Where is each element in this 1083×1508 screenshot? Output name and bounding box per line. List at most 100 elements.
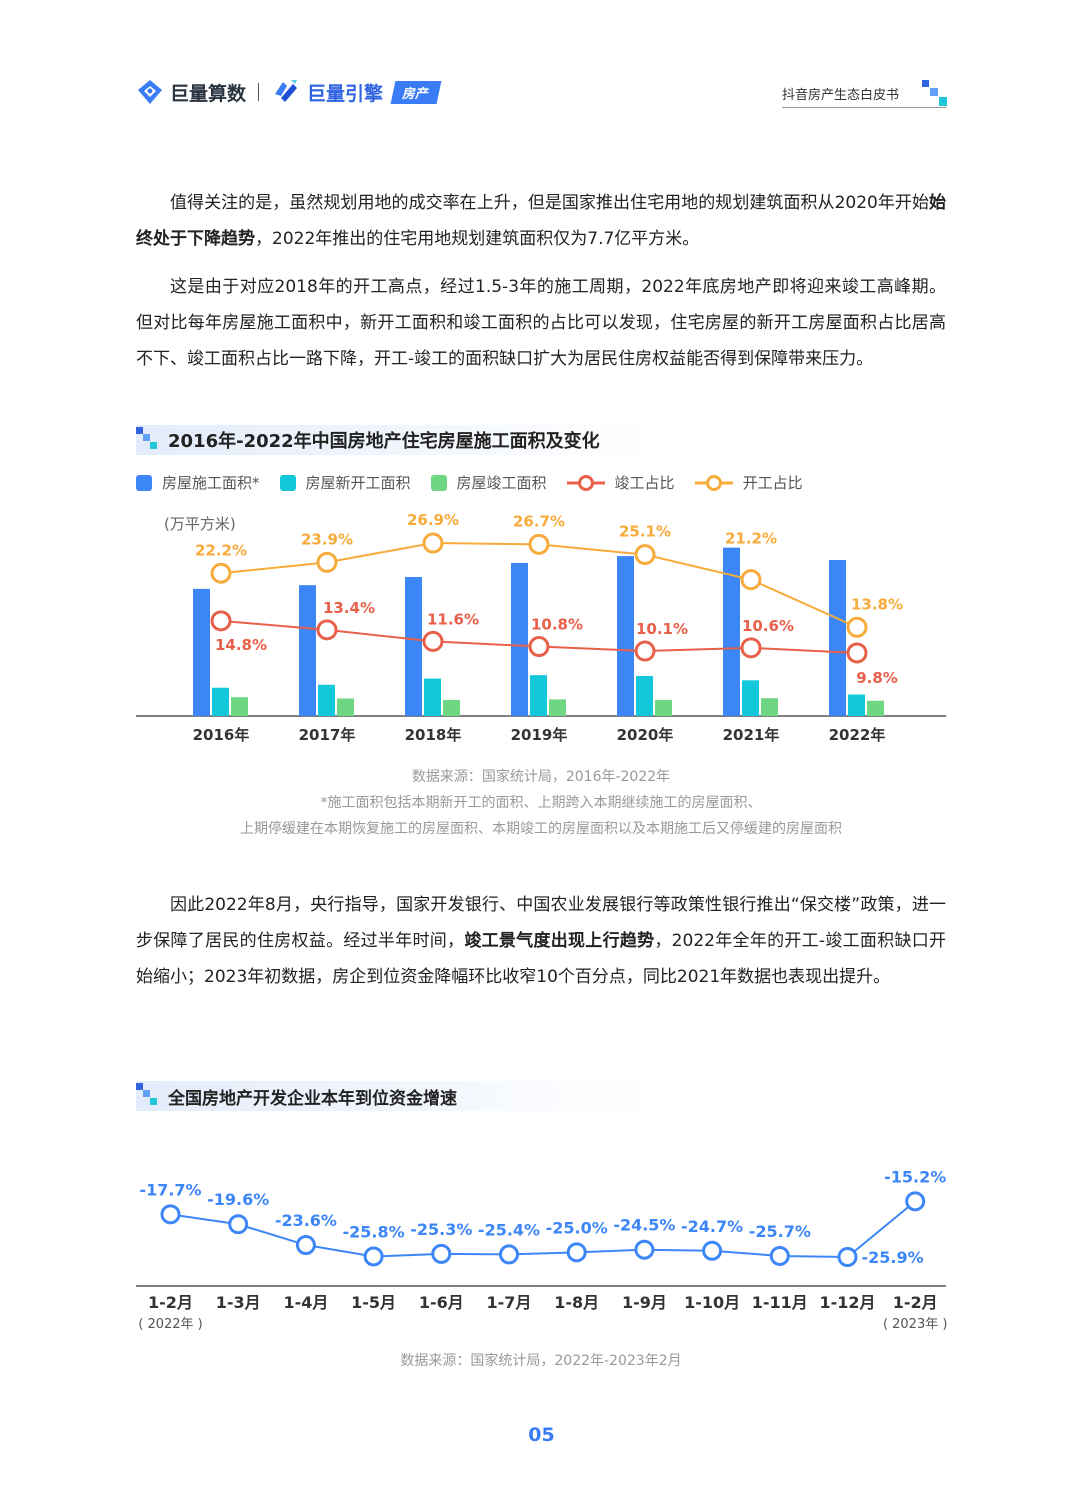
chart1-footnote: *施工面积包括本期新开工的面积、上期跨入本期继续施工的房屋面积、 (320, 795, 762, 811)
data-point (316, 619, 338, 641)
chart1-legend: 房屋施工面积* 房屋新开工面积 房屋竣工面积 竣工占比 开工占比 (136, 472, 803, 493)
bar-construction (193, 588, 210, 716)
data-point (634, 1239, 655, 1260)
data-point (422, 630, 444, 652)
x-tick-label: 2022年 (829, 726, 886, 744)
x-tick-label: 1-3月 (216, 1293, 261, 1312)
data-point (528, 533, 550, 555)
data-point (528, 636, 550, 658)
x-tick-label: 2017年 (299, 726, 356, 744)
bar-new-start (848, 694, 865, 716)
data-point (363, 1246, 384, 1267)
bar-construction (829, 559, 846, 716)
bar-construction (405, 576, 422, 716)
chart1-title: 2016年-2022年中国房地产住宅房屋施工面积及变化 (136, 425, 656, 455)
data-label: 14.8% (215, 636, 267, 654)
data-point (210, 610, 232, 632)
data-label: -25.7% (749, 1222, 811, 1241)
data-point (702, 1240, 723, 1261)
divider (258, 83, 260, 101)
bar-new-start (424, 678, 441, 716)
data-label: 23.9% (301, 530, 353, 548)
legend-item: 房屋竣工面积 (430, 472, 547, 493)
brand-yinqing: 巨量引擎 (307, 82, 384, 105)
legend-item: 竣工占比 (566, 472, 675, 493)
x-tick-label: 1-5月 (351, 1293, 396, 1312)
line-fund-growth (170, 1200, 916, 1259)
data-point (740, 637, 762, 659)
data-point (210, 562, 232, 584)
legend-label: 竣工占比 (614, 474, 675, 492)
data-point (905, 1191, 926, 1212)
emphasis-text: 竣工景气度出现上行趋势 (464, 931, 655, 951)
data-label: -24.5% (613, 1216, 675, 1235)
chart1-title-text: 2016年-2022年中国房地产住宅房屋施工面积及变化 (168, 431, 600, 452)
data-label: -25.4% (478, 1220, 540, 1239)
bar-new-start (742, 680, 759, 716)
juliang-yinqing-logo-icon (275, 80, 298, 102)
x-tick-label: 1-4月 (283, 1293, 328, 1312)
chart2-title: 全国房地产开发企业本年到位资金增速 (136, 1081, 656, 1111)
bar-completed (549, 699, 566, 716)
deco-square (930, 88, 938, 96)
data-label: 22.2% (195, 541, 247, 559)
data-label: 10.1% (636, 620, 688, 638)
legend-item: 房屋新开工面积 (279, 472, 411, 493)
data-point (846, 642, 868, 664)
data-point (634, 544, 656, 566)
page-number: 05 (528, 1424, 555, 1446)
paragraph-text: 值得关注的是，虽然规划用地的成交率在上升，但是国家推出住宅用地的规划建筑面积从2… (170, 193, 929, 213)
x-tick-label: 1-11月 (752, 1293, 808, 1312)
data-label: -23.6% (275, 1211, 337, 1230)
data-point (846, 616, 868, 638)
bar-construction (511, 562, 528, 716)
bar-completed (443, 699, 460, 716)
data-label: -17.7% (139, 1180, 201, 1199)
x-tick-label: 2020年 (617, 726, 674, 744)
bar-construction (617, 556, 634, 716)
data-point (160, 1204, 181, 1225)
x-tick-label: 1-10月 (684, 1293, 740, 1312)
paragraph-text: 因此2022年8月，央行指导，国家开发银行、中国农业发展银行等政策性银行推出“保… (136, 895, 946, 951)
data-label: 10.8% (531, 616, 583, 634)
x-tick-label: 1-9月 (622, 1293, 667, 1312)
paragraph-text: 这是由于对应2018年的开工高点，经过1.5-3年的施工周期，2022年底房地产… (136, 277, 946, 369)
legend-swatch (279, 474, 296, 491)
legend-item: 开工占比 (694, 472, 803, 493)
x-tick-label: 2016年 (193, 726, 250, 744)
bar-new-start (212, 687, 229, 716)
data-label: -25.0% (546, 1218, 608, 1237)
data-label: -25.3% (410, 1220, 472, 1239)
data-label: 25.1% (619, 523, 671, 541)
data-point (499, 1244, 519, 1265)
legend-label: 开工占比 (742, 474, 803, 492)
x-tick-label: 1-6月 (419, 1293, 464, 1312)
data-label: -19.6% (207, 1190, 269, 1209)
data-point (228, 1214, 249, 1235)
bar-new-start (636, 675, 653, 716)
deco-square (939, 97, 947, 106)
brand-suanshu: 巨量算数 (170, 82, 247, 105)
legend-swatch (136, 474, 152, 491)
chart1-unit: (万平方米) (164, 515, 236, 533)
chart1-source: 数据来源：国家统计局，2016年-2022年 (411, 769, 671, 785)
chart1: (万平方米) 2016年 2017年 2018年 2019年 2020年 2021年 202… (136, 511, 946, 744)
paragraph-text: ，2022年推出的住宅用地规划建筑面积仅为7.7亿平方米。 (255, 229, 700, 249)
data-point (422, 532, 444, 554)
legend-line-marker-icon (566, 474, 605, 491)
data-label: 11.6% (427, 610, 479, 628)
data-label: -24.7% (681, 1217, 743, 1236)
data-label: -25.8% (343, 1222, 405, 1241)
data-point (837, 1247, 858, 1267)
paragraph-2: 这是由于对应2018年的开工高点，经过1.5-3年的施工周期，2022年底房地产… (136, 269, 946, 377)
x-tick-sublabel: ( 2022年 ) (138, 1317, 203, 1332)
chart1-footnote: 上期停缓建在本期恢复施工的房屋面积、本期竣工的房屋面积以及本期施工后又停缓建的房… (240, 821, 842, 837)
legend-line-marker-icon (694, 474, 733, 491)
data-label: 26.9% (407, 511, 459, 529)
data-label: 26.7% (513, 512, 565, 530)
chart2-title-text: 全国房地产开发企业本年到位资金增速 (168, 1088, 457, 1109)
legend-swatch (430, 474, 447, 491)
paragraph-text: ，2022年全年的开工-竣工面积缺口开始缩小；2023年初数据，房企到位资金降幅… (136, 931, 947, 987)
bar-new-start (530, 675, 547, 716)
bar-construction (299, 585, 316, 716)
